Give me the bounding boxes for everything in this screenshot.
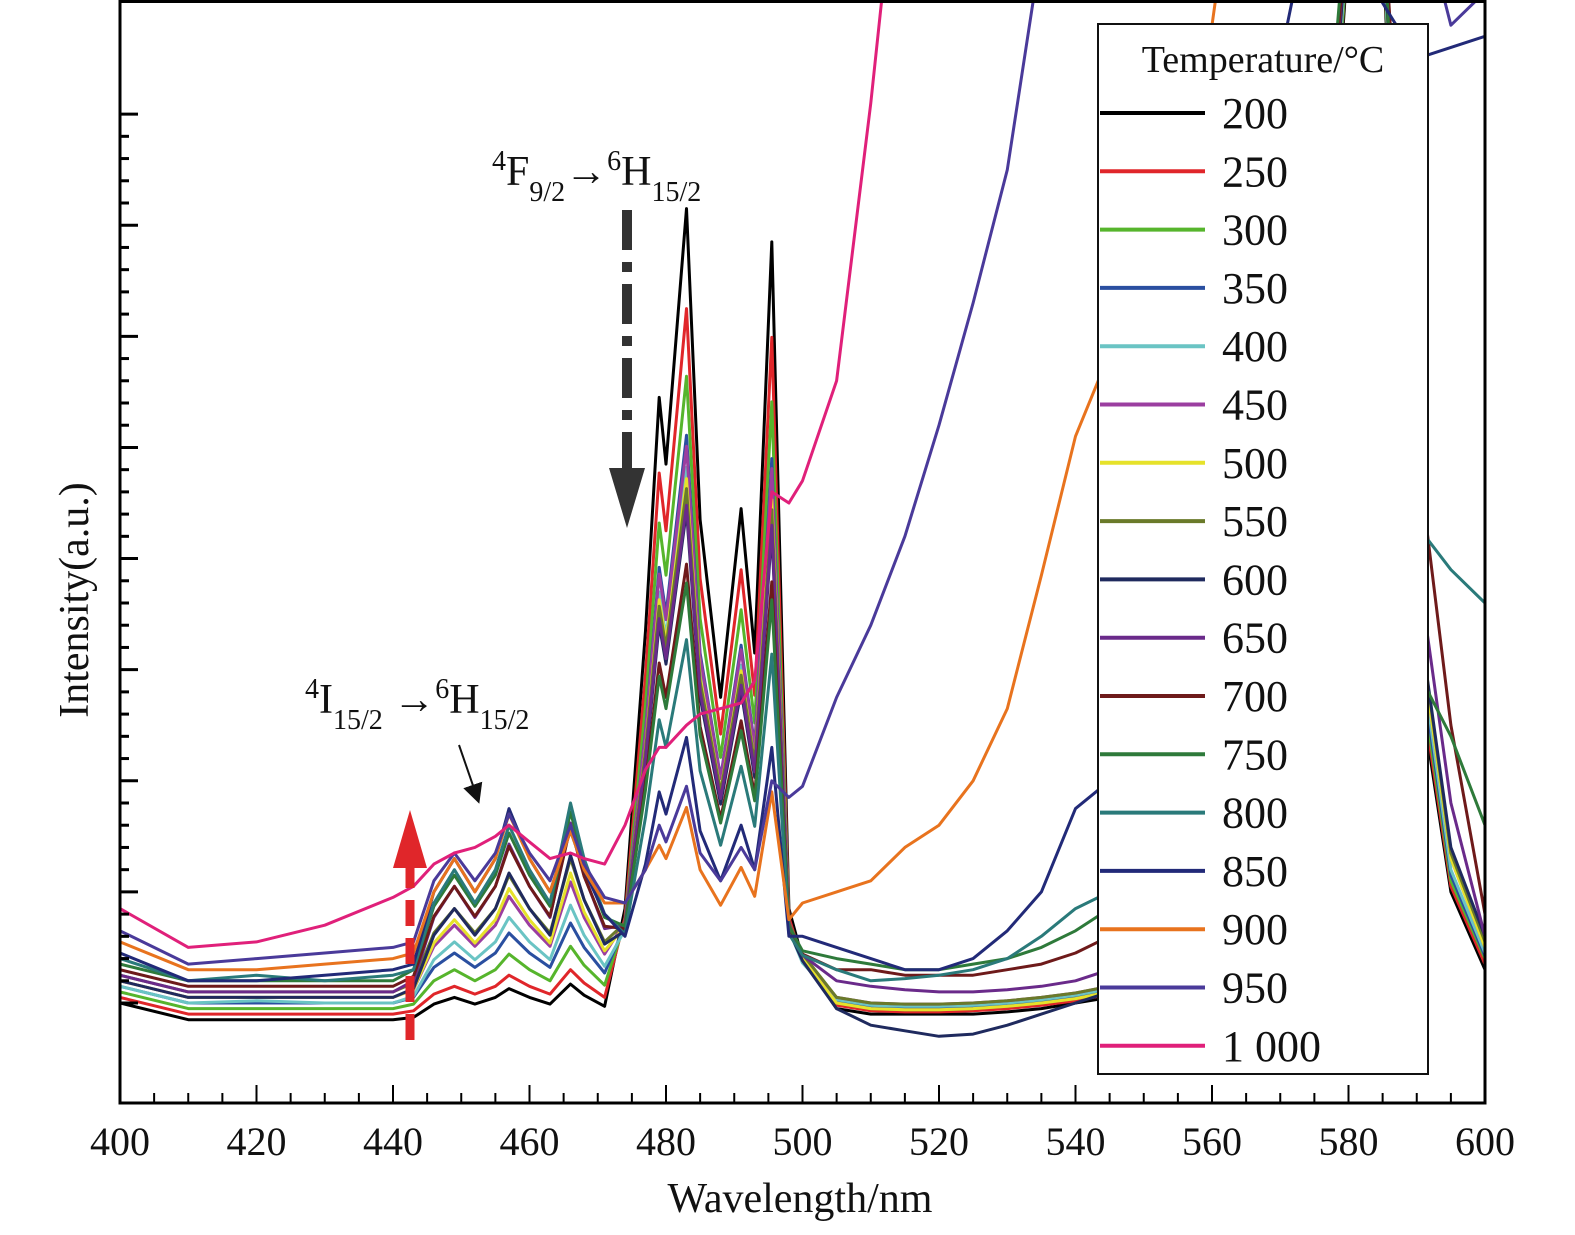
x-tick-label: 420: [227, 1119, 287, 1164]
legend-label: 500: [1222, 439, 1288, 488]
red-arrow: [393, 810, 427, 1040]
x-tick-label: 460: [500, 1119, 560, 1164]
label-part: 9/2: [529, 177, 565, 208]
spectrum-line: [120, 3, 1476, 966]
x-tick-label: 400: [90, 1119, 150, 1164]
legend-label: 1 000: [1222, 1022, 1321, 1071]
legend-title: Temperature/°C: [1142, 39, 1385, 81]
label-part: →: [565, 149, 607, 195]
label-part: →: [383, 677, 436, 723]
x-tick-label: 440: [363, 1119, 423, 1164]
legend-label: 700: [1222, 672, 1288, 721]
legend-label: 950: [1222, 964, 1288, 1013]
label-part: I: [319, 677, 333, 723]
label-part: 6: [435, 674, 449, 705]
legend-label: 250: [1222, 147, 1288, 196]
transition-label: 4I15/2 →6H15/2: [305, 674, 529, 736]
spectrum-line: [120, 3, 883, 949]
legend: Temperature/°C 200 250 300 350 400 450 500 550 6…: [1097, 23, 1429, 1075]
legend-label: 350: [1222, 264, 1288, 313]
label-part: 6: [607, 146, 621, 177]
legend-label: 400: [1222, 322, 1288, 371]
x-tick-label: 560: [1182, 1119, 1242, 1164]
legend-label: 600: [1222, 555, 1288, 604]
legend-label: 900: [1222, 905, 1288, 954]
x-tick-label: 540: [1046, 1119, 1106, 1164]
legend-label: 450: [1222, 381, 1288, 430]
label-part: 4: [492, 146, 506, 177]
axes: 400 420 440 460 480 500 520 540 560 580 600: [90, 112, 1515, 1164]
label-part: F: [506, 149, 529, 195]
label-part: 15/2: [333, 705, 383, 736]
label-part: 15/2: [651, 177, 701, 208]
x-tick-label: 600: [1455, 1119, 1515, 1164]
legend-label: 650: [1222, 614, 1288, 663]
y-axis-label: Intensity(a.u.): [52, 482, 98, 718]
legend-label: 200: [1222, 89, 1288, 138]
legend-label: 800: [1222, 789, 1288, 838]
legend-label: 550: [1222, 497, 1288, 546]
pointer-arrow: [458, 744, 483, 804]
label-part: 4: [305, 674, 319, 705]
dark-arrow: [609, 210, 645, 528]
legend-label: 850: [1222, 847, 1288, 896]
legend-label: 750: [1222, 730, 1288, 779]
x-tick-label: 580: [1319, 1119, 1379, 1164]
x-tick-label: 480: [636, 1119, 696, 1164]
label-part: 15/2: [480, 705, 530, 736]
x-tick-label: 520: [909, 1119, 969, 1164]
x-tick-label: 500: [773, 1119, 833, 1164]
spectrum-line: [120, 3, 1217, 972]
label-part: H: [449, 677, 479, 723]
legend-box: [1097, 23, 1429, 1075]
label-part: H: [621, 149, 651, 195]
x-axis-label: Wavelength/nm: [668, 1176, 933, 1222]
transition-label: 4F9/2→6H15/2: [492, 146, 701, 208]
legend-label: 300: [1222, 206, 1288, 255]
